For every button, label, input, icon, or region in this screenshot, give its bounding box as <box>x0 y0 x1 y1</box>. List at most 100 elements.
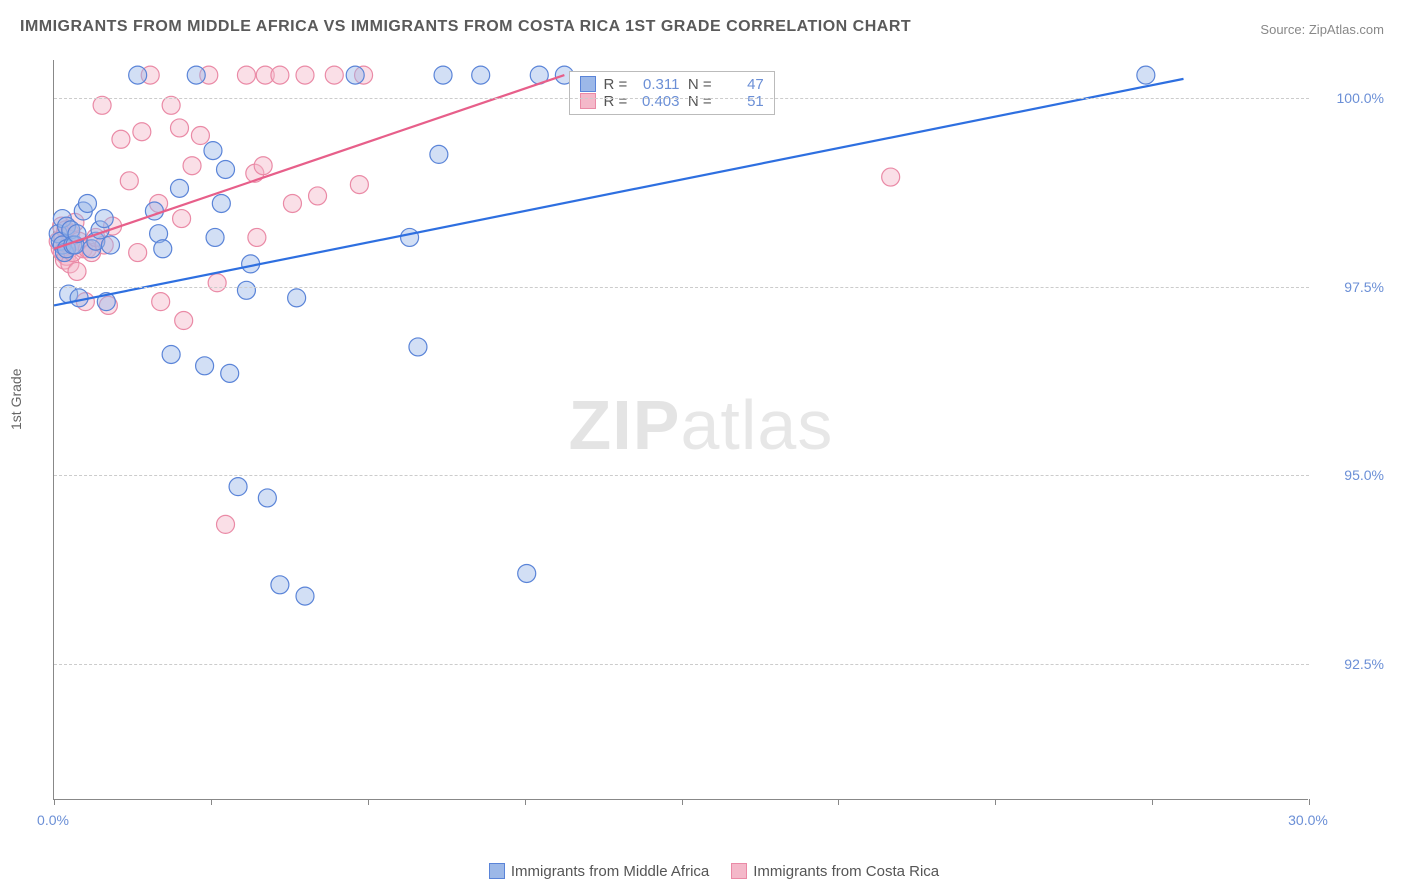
scatter-point <box>93 96 111 114</box>
legend-swatch <box>731 863 747 879</box>
legend-swatch <box>580 93 596 109</box>
scatter-point <box>271 66 289 84</box>
y-tick-label: 97.5% <box>1344 279 1384 295</box>
scatter-point <box>133 123 151 141</box>
scatter-point <box>204 142 222 160</box>
scatter-point <box>78 194 96 212</box>
stat-label: N = <box>679 76 715 93</box>
scatter-point <box>434 66 452 84</box>
x-tick <box>1309 799 1310 805</box>
scatter-point <box>187 66 205 84</box>
scatter-point <box>271 576 289 594</box>
scatter-point <box>296 587 314 605</box>
scatter-point <box>248 228 266 246</box>
scatter-point <box>1137 66 1155 84</box>
scatter-point <box>288 289 306 307</box>
gridline-h <box>54 475 1309 476</box>
y-tick-label: 95.0% <box>1344 467 1384 483</box>
correlation-stats-box: R = 0.311 N = 47R = 0.403 N = 51 <box>569 71 775 115</box>
scatter-point <box>171 179 189 197</box>
y-axis-title: 1st Grade <box>8 369 24 430</box>
x-tick <box>54 799 55 805</box>
scatter-point <box>206 228 224 246</box>
scatter-point <box>409 338 427 356</box>
scatter-point <box>175 312 193 330</box>
scatter-point <box>258 489 276 507</box>
y-tick-label: 92.5% <box>1344 656 1384 672</box>
legend-item: Immigrants from Costa Rica <box>709 863 939 880</box>
scatter-point <box>162 345 180 363</box>
gridline-h <box>54 98 1309 99</box>
scatter-point <box>70 289 88 307</box>
stat-label: N = <box>679 93 715 110</box>
scatter-point <box>183 157 201 175</box>
stats-row: R = 0.403 N = 51 <box>580 93 764 110</box>
x-tick <box>838 799 839 805</box>
scatter-point <box>212 194 230 212</box>
source-attribution: Source: ZipAtlas.com <box>1260 22 1384 37</box>
legend-bottom: Immigrants from Middle Africa Immigrants … <box>0 863 1406 880</box>
x-tick-label: 30.0% <box>1288 812 1328 828</box>
stat-label: R = <box>604 93 632 110</box>
scatter-point <box>237 281 255 299</box>
x-tick <box>525 799 526 805</box>
scatter-point <box>283 194 301 212</box>
scatter-point <box>112 130 130 148</box>
scatter-point <box>296 66 314 84</box>
source-link[interactable]: ZipAtlas.com <box>1309 22 1384 37</box>
trend-line <box>54 75 564 249</box>
scatter-point <box>518 564 536 582</box>
stat-r-value: 0.311 <box>631 76 679 93</box>
stat-label: R = <box>604 76 632 93</box>
scatter-point <box>401 228 419 246</box>
stat-n-value: 47 <box>716 76 764 93</box>
scatter-point <box>154 240 172 258</box>
scatter-point <box>237 66 255 84</box>
gridline-h <box>54 287 1309 288</box>
x-tick <box>682 799 683 805</box>
scatter-point <box>129 66 147 84</box>
legend-label: Immigrants from Middle Africa <box>511 863 709 880</box>
stat-r-value: 0.403 <box>631 93 679 110</box>
chart-title: IMMIGRANTS FROM MIDDLE AFRICA VS IMMIGRA… <box>20 18 911 36</box>
plot-area: ZIPatlas R = 0.311 N = 47R = 0.403 N = 5… <box>53 60 1308 800</box>
scatter-point <box>191 127 209 145</box>
scatter-point <box>217 160 235 178</box>
legend-item: Immigrants from Middle Africa <box>467 863 709 880</box>
scatter-point <box>196 357 214 375</box>
x-tick-label: 0.0% <box>37 812 69 828</box>
x-tick <box>368 799 369 805</box>
scatter-point <box>325 66 343 84</box>
scatter-point <box>217 515 235 533</box>
legend-swatch <box>580 76 596 92</box>
scatter-point <box>309 187 327 205</box>
scatter-point <box>882 168 900 186</box>
scatter-point <box>162 96 180 114</box>
scatter-point <box>254 157 272 175</box>
y-tick-label: 100.0% <box>1337 90 1384 106</box>
scatter-point <box>152 293 170 311</box>
chart-svg <box>54 60 1309 800</box>
stat-n-value: 51 <box>716 93 764 110</box>
scatter-point <box>101 236 119 254</box>
legend-swatch <box>489 863 505 879</box>
x-tick <box>211 799 212 805</box>
scatter-point <box>221 364 239 382</box>
scatter-point <box>350 176 368 194</box>
stats-row: R = 0.311 N = 47 <box>580 76 764 93</box>
x-tick <box>995 799 996 805</box>
scatter-point <box>346 66 364 84</box>
source-label: Source: <box>1260 22 1305 37</box>
scatter-point <box>129 244 147 262</box>
scatter-point <box>68 262 86 280</box>
scatter-point <box>171 119 189 137</box>
scatter-point <box>120 172 138 190</box>
scatter-point <box>208 274 226 292</box>
scatter-point <box>229 478 247 496</box>
scatter-point <box>430 145 448 163</box>
scatter-point <box>95 210 113 228</box>
scatter-point <box>472 66 490 84</box>
scatter-point <box>173 210 191 228</box>
legend-label: Immigrants from Costa Rica <box>753 863 939 880</box>
gridline-h <box>54 664 1309 665</box>
